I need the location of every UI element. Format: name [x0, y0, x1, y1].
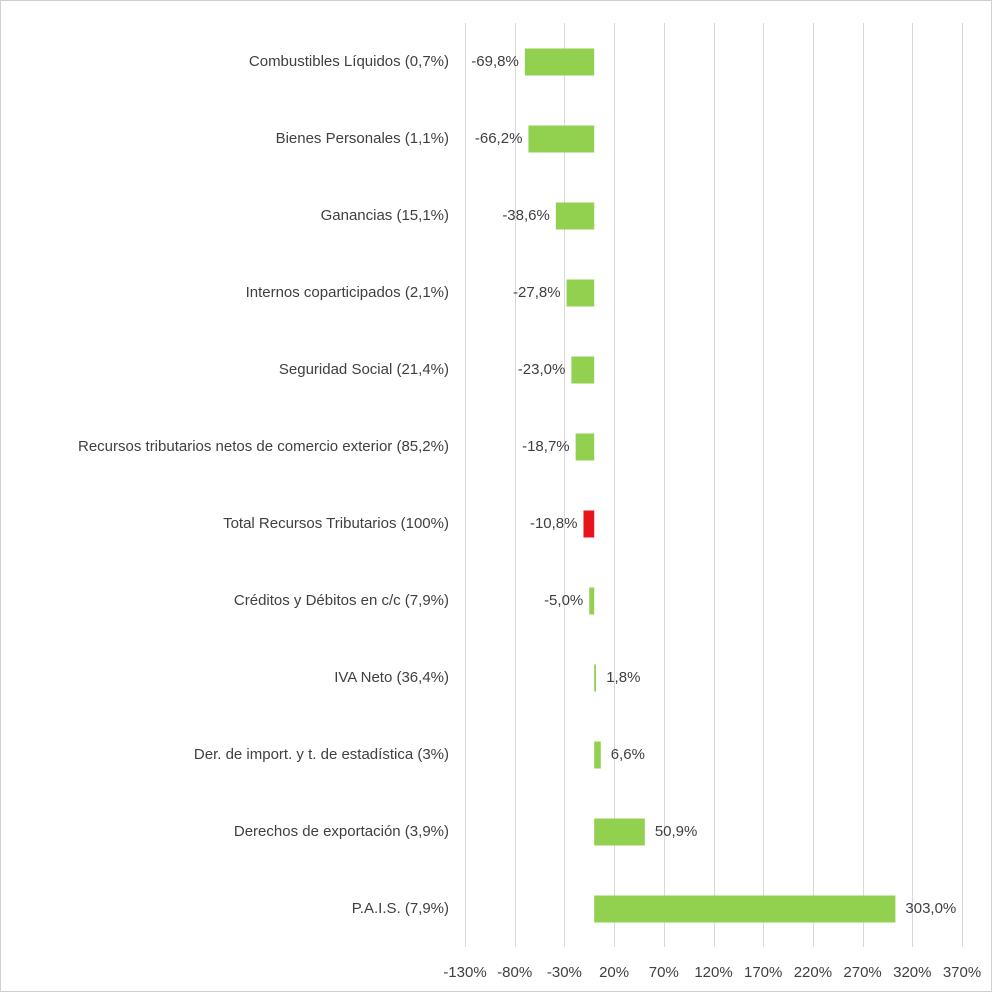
category-label: Recursos tributarios netos de comercio e… — [78, 438, 449, 455]
data-label: -66,2% — [475, 130, 523, 147]
data-label: -18,7% — [522, 438, 570, 455]
bar — [594, 818, 645, 846]
x-tick-label: -30% — [547, 964, 582, 981]
x-tick-label: -130% — [443, 964, 486, 981]
category-label: Combustibles Líquidos (0,7%) — [249, 53, 449, 70]
data-label: -38,6% — [502, 207, 550, 224]
x-tick-label: -80% — [497, 964, 532, 981]
data-label: 303,0% — [905, 900, 956, 917]
data-label: -10,8% — [530, 515, 578, 532]
category-label: Ganancias (15,1%) — [321, 207, 449, 224]
x-tick-label: 20% — [599, 964, 629, 981]
gridlines — [465, 23, 963, 947]
bar — [571, 356, 595, 384]
bar — [589, 587, 595, 615]
category-label: Der. de import. y t. de estadística (3%) — [194, 746, 449, 763]
x-axis-tick-labels: -130% -80% -30% 20% 70% 120% 170% 220% 270% 320% 3… — [443, 964, 981, 981]
bars — [524, 48, 896, 923]
category-label: Derechos de exportación (3,9%) — [234, 823, 449, 840]
data-label: -27,8% — [513, 284, 561, 301]
bar — [594, 741, 601, 769]
category-label: Internos coparticipados (2,1%) — [246, 284, 449, 301]
category-label: Bienes Personales (1,1%) — [276, 130, 449, 147]
bar — [583, 510, 595, 538]
category-label: Total Recursos Tributarios (100%) — [223, 515, 449, 532]
bar — [566, 279, 595, 307]
x-tick-label: 170% — [744, 964, 782, 981]
x-tick-label: 270% — [843, 964, 881, 981]
bar — [524, 48, 595, 76]
x-tick-label: 70% — [649, 964, 679, 981]
bar — [528, 125, 595, 153]
x-tick-label: 320% — [893, 964, 931, 981]
x-tick-label: 120% — [694, 964, 732, 981]
category-label: Seguridad Social (21,4%) — [279, 361, 449, 378]
x-tick-label: 220% — [794, 964, 832, 981]
category-label: IVA Neto (36,4%) — [334, 669, 449, 686]
x-tick-label: 370% — [943, 964, 981, 981]
category-label: Créditos y Débitos en c/c (7,9%) — [234, 592, 449, 609]
category-labels: Combustibles Líquidos (0,7%) Bienes Perso… — [78, 53, 449, 917]
bar — [555, 202, 595, 230]
category-label: P.A.I.S. (7,9%) — [352, 900, 449, 917]
bar — [594, 664, 597, 692]
bar — [575, 433, 595, 461]
data-label: -5,0% — [544, 592, 583, 609]
data-label: 6,6% — [611, 746, 645, 763]
data-label: 1,8% — [606, 669, 640, 686]
value-labels: -69,8% -66,2% -38,6% -27,8% -23,0% -18,7% -10,… — [471, 53, 956, 917]
data-label: 50,9% — [655, 823, 698, 840]
data-label: -23,0% — [518, 361, 566, 378]
bar — [594, 895, 896, 923]
data-label: -69,8% — [471, 53, 519, 70]
